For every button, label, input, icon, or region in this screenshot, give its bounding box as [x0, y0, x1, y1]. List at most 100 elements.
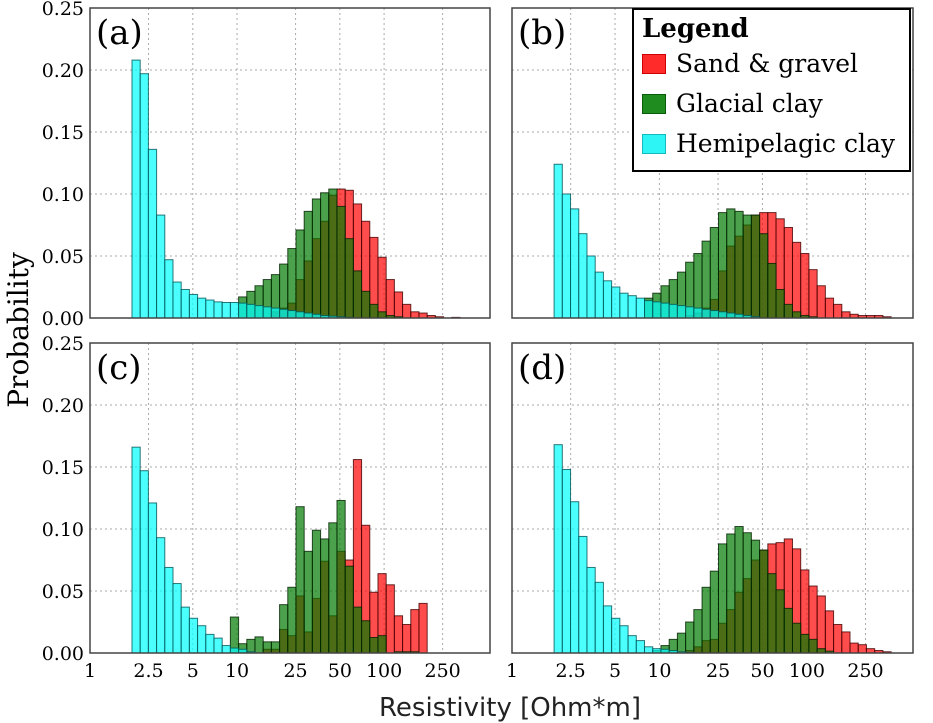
histogram-bar-hemipelagic-clay [131, 59, 141, 319]
histogram-bar-glacial-clay [295, 506, 305, 654]
histogram-bar-hemipelagic-clay [660, 302, 670, 319]
y-tick-label: 0.10 [42, 184, 84, 206]
legend: Legend Sand & gravel Glacial clay Hemipe… [632, 8, 911, 172]
histogram-bar-hemipelagic-clay [644, 300, 654, 319]
histogram-bar-glacial-clay [734, 526, 744, 654]
histogram-bar-glacial-clay [279, 604, 289, 654]
y-tick-label: 0.00 [42, 308, 84, 330]
histogram-bar-glacial-clay [734, 210, 744, 319]
panel-frame [89, 342, 491, 654]
x-tick-label: 5 [187, 660, 199, 682]
histogram-bar-sand-gravel [833, 623, 843, 654]
y-tick-label: 0.15 [42, 122, 84, 144]
histogram-bar-hemipelagic-clay [180, 606, 190, 654]
histogram-bar-sand-gravel [385, 584, 395, 654]
histogram-bar-sand-gravel [849, 642, 859, 654]
histogram-bar-glacial-clay [791, 622, 802, 654]
histogram-bar-glacial-clay [320, 192, 330, 319]
y-tick-label: 0.15 [42, 457, 84, 479]
y-tick-label: 0.05 [42, 581, 84, 603]
histogram-bar-hemipelagic-clay [586, 566, 596, 654]
histogram-bar-sand-gravel [791, 241, 802, 319]
histogram-bar-hemipelagic-clay [254, 305, 264, 319]
histogram-bar-glacial-clay [311, 529, 322, 654]
histogram-bar-hemipelagic-clay [279, 308, 289, 319]
histogram-bar-hemipelagic-clay [180, 288, 190, 319]
histogram-bar-sand-gravel [824, 610, 835, 654]
histogram-bar-hemipelagic-clay [213, 301, 223, 319]
histogram-bar-glacial-clay [328, 188, 338, 319]
histogram-bar-hemipelagic-clay [164, 259, 174, 319]
histogram-bar-hemipelagic-clay [594, 271, 604, 319]
panel-label: (a) [96, 13, 143, 53]
histogram-bar-hemipelagic-clay [611, 617, 621, 654]
histogram-bar-sand-gravel [816, 285, 826, 319]
histogram-bar-hemipelagic-clay [139, 470, 149, 654]
panel-frame [511, 342, 914, 654]
histogram-bar-sand-gravel [841, 631, 851, 654]
histogram-bar-hemipelagic-clay [561, 468, 572, 654]
x-tick-label: 2.5 [133, 660, 163, 682]
histogram-bar-sand-gravel [833, 303, 843, 319]
histogram-bar-sand-gravel [808, 269, 818, 319]
histogram-bar-hemipelagic-clay [197, 297, 207, 319]
histogram-bar-glacial-clay [246, 638, 256, 654]
x-tick-label: 2.5 [556, 660, 586, 682]
histogram-bar-sand-gravel [385, 279, 395, 319]
histogram-bar-hemipelagic-clay [627, 635, 637, 654]
histogram-bar-glacial-clay [775, 288, 785, 319]
histogram-bar-glacial-clay [750, 214, 761, 319]
histogram-bar-glacial-clay [767, 262, 777, 319]
histogram-bar-glacial-clay [759, 233, 769, 319]
x-tick-label: 50 [328, 660, 352, 682]
histogram-bar-sand-gravel [393, 615, 404, 654]
x-tick-label: 250 [424, 660, 460, 682]
histogram-bar-hemipelagic-clay [586, 255, 596, 319]
histogram-bar-hemipelagic-clay [627, 295, 637, 319]
y-tick-label: 0.10 [42, 519, 84, 541]
histogram-bar-hemipelagic-clay [131, 446, 141, 654]
histogram-bar-hemipelagic-clay [221, 645, 231, 654]
histogram-bar-hemipelagic-clay [188, 293, 199, 319]
histogram-bar-sand-gravel [410, 311, 420, 319]
histogram-bar-sand-gravel [377, 256, 387, 319]
x-tick-label: 1 [84, 660, 96, 682]
histogram-bar-hemipelagic-clay [701, 308, 711, 319]
histogram-bar-hemipelagic-clay [676, 305, 687, 319]
histogram-bar-hemipelagic-clay [619, 292, 629, 319]
panel-frame [89, 7, 491, 319]
histogram-bar-hemipelagic-clay [602, 605, 613, 654]
histogram-bar-glacial-clay [352, 606, 363, 654]
histogram-bar-hemipelagic-clay [570, 208, 580, 319]
histogram-bar-sand-gravel [800, 253, 810, 319]
histogram-bar-hemipelagic-clay [668, 303, 678, 319]
histogram-bar-glacial-clay [369, 303, 379, 319]
legend-swatch-sand-gravel [642, 54, 666, 74]
histogram-bar-sand-gravel [402, 623, 412, 654]
histogram-bar-glacial-clay [800, 633, 810, 654]
histogram-bar-hemipelagic-clay [295, 311, 305, 319]
histogram-bar-glacial-clay [303, 550, 313, 654]
histogram-bar-hemipelagic-clay [172, 281, 182, 319]
histogram-bar-glacial-clay [701, 586, 711, 654]
histogram-bar-glacial-clay [361, 620, 371, 654]
histogram-bar-hemipelagic-clay [238, 302, 248, 319]
histogram-bar-hemipelagic-clay [693, 307, 703, 319]
legend-item-sand-gravel: Sand & gravel [642, 44, 901, 84]
histogram-bar-sand-gravel [857, 644, 867, 654]
x-tick-label: 50 [750, 660, 774, 682]
histogram-bar-sand-gravel [841, 311, 851, 319]
legend-title: Legend [642, 14, 749, 44]
histogram-bar-hemipelagic-clay [213, 637, 223, 654]
histogram-bar-hemipelagic-clay [635, 640, 646, 654]
histogram-bar-glacial-clay [709, 570, 719, 654]
histogram-bar-glacial-clay [311, 198, 322, 319]
x-tick-label: 100 [366, 660, 402, 682]
x-tick-label: 1 [506, 660, 518, 682]
histogram-bar-hemipelagic-clay [246, 303, 256, 319]
histogram-bar-glacial-clay [783, 303, 793, 319]
histogram-bar-hemipelagic-clay [553, 163, 563, 319]
x-tick-label: 10 [647, 660, 671, 682]
histogram-bar-hemipelagic-clay [147, 502, 158, 654]
legend-swatch-glacial-clay [642, 94, 666, 114]
